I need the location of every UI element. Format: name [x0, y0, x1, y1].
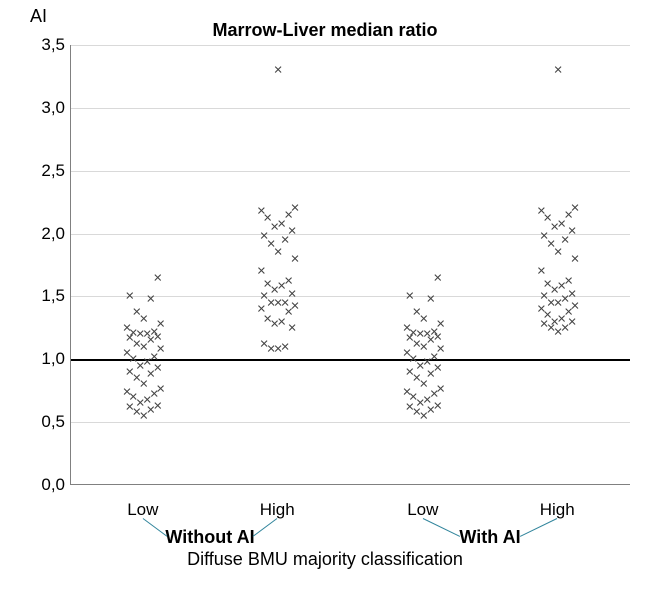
data-point: × — [537, 203, 546, 218]
data-point: × — [123, 384, 132, 399]
group-connector-line — [423, 518, 461, 537]
y-tick-label: 2,0 — [25, 224, 65, 244]
data-point: × — [284, 274, 293, 289]
data-point: × — [540, 229, 549, 244]
gridline — [71, 171, 630, 172]
group-connector-line — [253, 518, 278, 537]
data-point: × — [436, 382, 445, 397]
data-point: × — [403, 384, 412, 399]
data-point: × — [260, 337, 269, 352]
y-tick-label: 0,0 — [25, 475, 65, 495]
gridline — [71, 45, 630, 46]
data-point: × — [571, 251, 580, 266]
data-point: × — [426, 291, 435, 306]
data-point: × — [260, 229, 269, 244]
data-point: × — [433, 270, 442, 285]
data-point: × — [436, 317, 445, 332]
y-tick-label: 2,5 — [25, 161, 65, 181]
data-point: × — [412, 304, 421, 319]
data-point: × — [125, 289, 134, 304]
data-point: × — [274, 63, 283, 78]
group-connector-line — [520, 518, 558, 537]
data-point: × — [281, 339, 290, 354]
x-tick-label: High — [260, 500, 295, 520]
data-point: × — [568, 224, 577, 239]
data-point: × — [403, 320, 412, 335]
data-point: × — [257, 203, 266, 218]
data-point: × — [291, 251, 300, 266]
data-point: × — [288, 224, 297, 239]
data-point: × — [403, 346, 412, 361]
data-point: × — [405, 289, 414, 304]
x-group-label: With AI — [459, 527, 520, 548]
group-connector-line — [142, 518, 167, 537]
y-tick-label: 1,5 — [25, 286, 65, 306]
y-tick-label: 3,0 — [25, 98, 65, 118]
data-point: × — [291, 201, 300, 216]
chart-container: AI Marrow-Liver median ratio ×××××××××××… — [0, 0, 650, 608]
y-tick-label: 0,5 — [25, 412, 65, 432]
x-axis-label: Diffuse BMU majority classification — [0, 549, 650, 570]
data-point: × — [156, 382, 165, 397]
y-tick-label: 3,5 — [25, 35, 65, 55]
data-point: × — [132, 304, 141, 319]
chart-title: Marrow-Liver median ratio — [0, 20, 650, 41]
y-tick-label: 1,0 — [25, 349, 65, 369]
x-group-label: Without AI — [165, 527, 254, 548]
data-point: × — [123, 346, 132, 361]
data-point: × — [257, 264, 266, 279]
data-point: × — [571, 201, 580, 216]
data-point: × — [288, 320, 297, 335]
data-point: × — [123, 320, 132, 335]
gridline — [71, 108, 630, 109]
data-point: × — [146, 291, 155, 306]
data-point: × — [537, 264, 546, 279]
plot-area: ××××××××××××××××××××××××××××××××××××××××… — [70, 45, 630, 485]
data-point: × — [564, 274, 573, 289]
data-point: × — [153, 270, 162, 285]
gridline — [71, 422, 630, 423]
data-point: × — [156, 317, 165, 332]
data-point: × — [554, 63, 563, 78]
x-tick-label: High — [540, 500, 575, 520]
